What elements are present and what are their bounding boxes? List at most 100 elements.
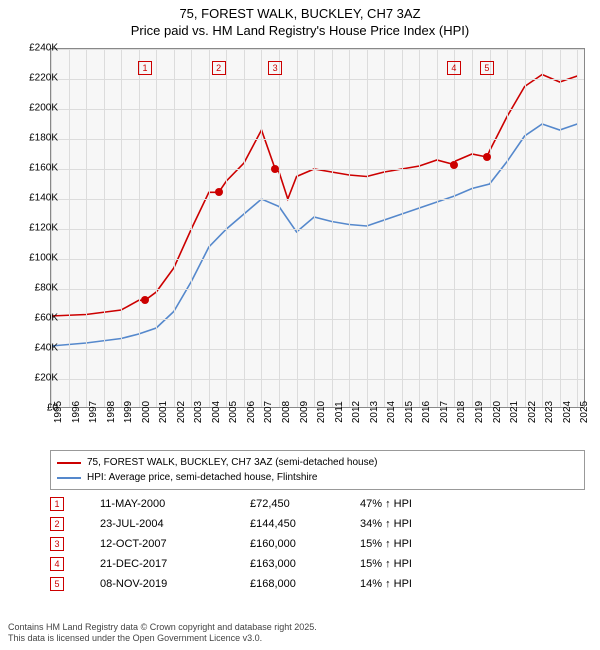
- x-axis-label: 2024: [562, 401, 573, 423]
- gridline-v: [525, 49, 526, 407]
- gridline-v: [384, 49, 385, 407]
- x-axis-label: 2017: [439, 401, 450, 423]
- y-axis-label: £80K: [8, 283, 58, 294]
- gridline-v: [69, 49, 70, 407]
- gridline-h: [51, 349, 584, 350]
- gridline-v: [261, 49, 262, 407]
- x-axis-label: 2001: [158, 401, 169, 423]
- gridline-h: [51, 199, 584, 200]
- x-axis-label: 2016: [421, 401, 432, 423]
- table-marker: 1: [50, 497, 64, 511]
- y-axis-label: £20K: [8, 373, 58, 384]
- x-axis-label: 2004: [211, 401, 222, 423]
- table-row: 223-JUL-2004£144,45034% ↑ HPI: [50, 514, 585, 534]
- gridline-h: [51, 49, 584, 50]
- x-axis-label: 2015: [404, 401, 415, 423]
- sale-marker-box: 2: [212, 61, 226, 75]
- table-marker: 5: [50, 577, 64, 591]
- x-axis-label: 2009: [299, 401, 310, 423]
- y-axis-label: £160K: [8, 163, 58, 174]
- table-pct: 47% ↑ HPI: [360, 498, 470, 510]
- x-axis-label: 2007: [263, 401, 274, 423]
- x-axis-label: 1996: [71, 401, 82, 423]
- table-pct: 14% ↑ HPI: [360, 578, 470, 590]
- table-date: 08-NOV-2019: [100, 578, 250, 590]
- gridline-h: [51, 379, 584, 380]
- gridline-h: [51, 289, 584, 290]
- sale-marker-box: 5: [480, 61, 494, 75]
- y-axis-label: £140K: [8, 193, 58, 204]
- y-axis-label: £120K: [8, 223, 58, 234]
- x-axis-label: 2011: [334, 401, 345, 423]
- gridline-v: [156, 49, 157, 407]
- x-axis-label: 2022: [527, 401, 538, 423]
- gridline-v: [314, 49, 315, 407]
- x-axis-label: 2021: [509, 401, 520, 423]
- gridline-v: [121, 49, 122, 407]
- gridline-h: [51, 259, 584, 260]
- footer-line: This data is licensed under the Open Gov…: [8, 633, 317, 644]
- legend-item: 75, FOREST WALK, BUCKLEY, CH7 3AZ (semi-…: [57, 455, 578, 470]
- y-axis-label: £40K: [8, 343, 58, 354]
- legend-item: HPI: Average price, semi-detached house,…: [57, 470, 578, 485]
- sale-point: [141, 296, 149, 304]
- legend-label: HPI: Average price, semi-detached house,…: [87, 470, 318, 485]
- y-axis-label: £180K: [8, 133, 58, 144]
- gridline-v: [542, 49, 543, 407]
- x-axis-label: 2010: [316, 401, 327, 423]
- legend-label: 75, FOREST WALK, BUCKLEY, CH7 3AZ (semi-…: [87, 455, 378, 470]
- table-date: 12-OCT-2007: [100, 538, 250, 550]
- gridline-v: [402, 49, 403, 407]
- gridline-v: [332, 49, 333, 407]
- table-row: 421-DEC-2017£163,00015% ↑ HPI: [50, 554, 585, 574]
- x-axis-label: 1998: [106, 401, 117, 423]
- y-axis-label: £240K: [8, 43, 58, 54]
- table-pct: 15% ↑ HPI: [360, 558, 470, 570]
- y-axis-label: £200K: [8, 103, 58, 114]
- sales-table: 111-MAY-2000£72,45047% ↑ HPI223-JUL-2004…: [50, 494, 585, 594]
- table-date: 21-DEC-2017: [100, 558, 250, 570]
- gridline-v: [437, 49, 438, 407]
- gridline-v: [191, 49, 192, 407]
- x-axis-label: 2003: [193, 401, 204, 423]
- sale-marker-box: 3: [268, 61, 282, 75]
- gridline-h: [51, 229, 584, 230]
- gridline-v: [349, 49, 350, 407]
- sale-point: [483, 153, 491, 161]
- title-address: 75, FOREST WALK, BUCKLEY, CH7 3AZ: [0, 6, 600, 23]
- table-marker: 3: [50, 537, 64, 551]
- plot-area: 12345: [50, 48, 585, 408]
- y-axis-label: £0: [8, 403, 58, 414]
- gridline-v: [174, 49, 175, 407]
- gridline-v: [472, 49, 473, 407]
- table-row: 508-NOV-2019£168,00014% ↑ HPI: [50, 574, 585, 594]
- x-axis-label: 1995: [53, 401, 64, 423]
- x-axis-label: 1997: [88, 401, 99, 423]
- table-row: 312-OCT-2007£160,00015% ↑ HPI: [50, 534, 585, 554]
- gridline-v: [139, 49, 140, 407]
- chart-container: 75, FOREST WALK, BUCKLEY, CH7 3AZ Price …: [0, 0, 600, 650]
- table-marker: 2: [50, 517, 64, 531]
- table-row: 111-MAY-2000£72,45047% ↑ HPI: [50, 494, 585, 514]
- table-pct: 15% ↑ HPI: [360, 538, 470, 550]
- table-price: £72,450: [250, 498, 360, 510]
- table-pct: 34% ↑ HPI: [360, 518, 470, 530]
- footer: Contains HM Land Registry data © Crown c…: [8, 622, 317, 644]
- gridline-v: [367, 49, 368, 407]
- gridline-v: [226, 49, 227, 407]
- x-axis-label: 2020: [492, 401, 503, 423]
- sale-marker-box: 4: [447, 61, 461, 75]
- table-price: £144,450: [250, 518, 360, 530]
- x-axis-label: 2025: [579, 401, 590, 423]
- sale-point: [450, 161, 458, 169]
- x-axis-label: 2000: [141, 401, 152, 423]
- gridline-v: [209, 49, 210, 407]
- gridline-v: [244, 49, 245, 407]
- gridline-v: [490, 49, 491, 407]
- sale-point: [271, 165, 279, 173]
- gridline-v: [279, 49, 280, 407]
- footer-line: Contains HM Land Registry data © Crown c…: [8, 622, 317, 633]
- legend-swatch: [57, 462, 81, 464]
- gridline-h: [51, 169, 584, 170]
- gridline-v: [507, 49, 508, 407]
